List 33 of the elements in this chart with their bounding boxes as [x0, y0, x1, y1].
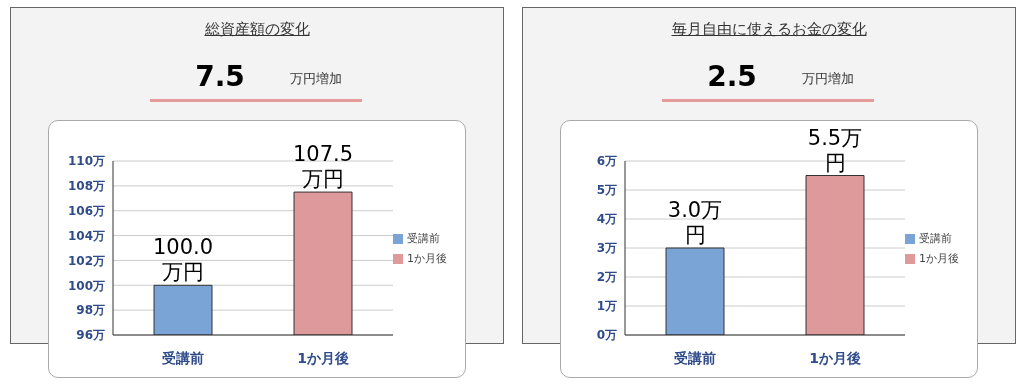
chart-title: 毎月自由に使えるお金の変化	[670, 20, 868, 39]
chart-subtitle: 2.5	[706, 60, 758, 93]
chart-subtitle: 7.5	[194, 60, 246, 93]
y-tick-label: 2万	[596, 270, 617, 285]
y-tick-label: 104万	[67, 228, 105, 243]
y-tick-label: 0万	[596, 328, 617, 343]
legend-label: 受講前	[407, 232, 440, 245]
y-tick-label: 98万	[76, 303, 105, 318]
x-tick-label: 受講前	[161, 349, 204, 366]
y-tick-label: 102万	[67, 253, 105, 268]
y-tick-label: 110万	[67, 154, 105, 169]
x-tick-label: 1か月後	[809, 349, 861, 366]
chart-title: 総資産額の変化	[203, 20, 311, 39]
y-tick-label: 106万	[67, 203, 105, 218]
data-label: 5.5万円	[806, 125, 864, 176]
y-tick-label: 6万	[596, 154, 617, 169]
text: 万円増加	[290, 70, 342, 88]
y-tick-label: 108万	[67, 179, 105, 194]
y-tick-label: 96万	[76, 328, 105, 343]
y-tick-label: 5万	[596, 183, 617, 198]
data-label: 100.0万円	[151, 235, 215, 286]
legend-label: 1か月後	[919, 252, 959, 265]
x-tick-label: 1か月後	[297, 349, 349, 366]
y-tick-label: 3万	[596, 241, 617, 256]
legend-label: 受講前	[919, 232, 952, 245]
x-tick-label: 受講前	[673, 349, 716, 366]
text: 万円増加	[802, 70, 854, 88]
y-tick-label: 100万	[67, 278, 105, 293]
legend-label: 1か月後	[407, 252, 447, 265]
y-tick-label: 1万	[596, 299, 617, 314]
data-label: 107.5万円	[291, 142, 355, 193]
y-tick-label: 4万	[596, 212, 617, 227]
data-label: 3.0万円	[666, 198, 724, 248]
